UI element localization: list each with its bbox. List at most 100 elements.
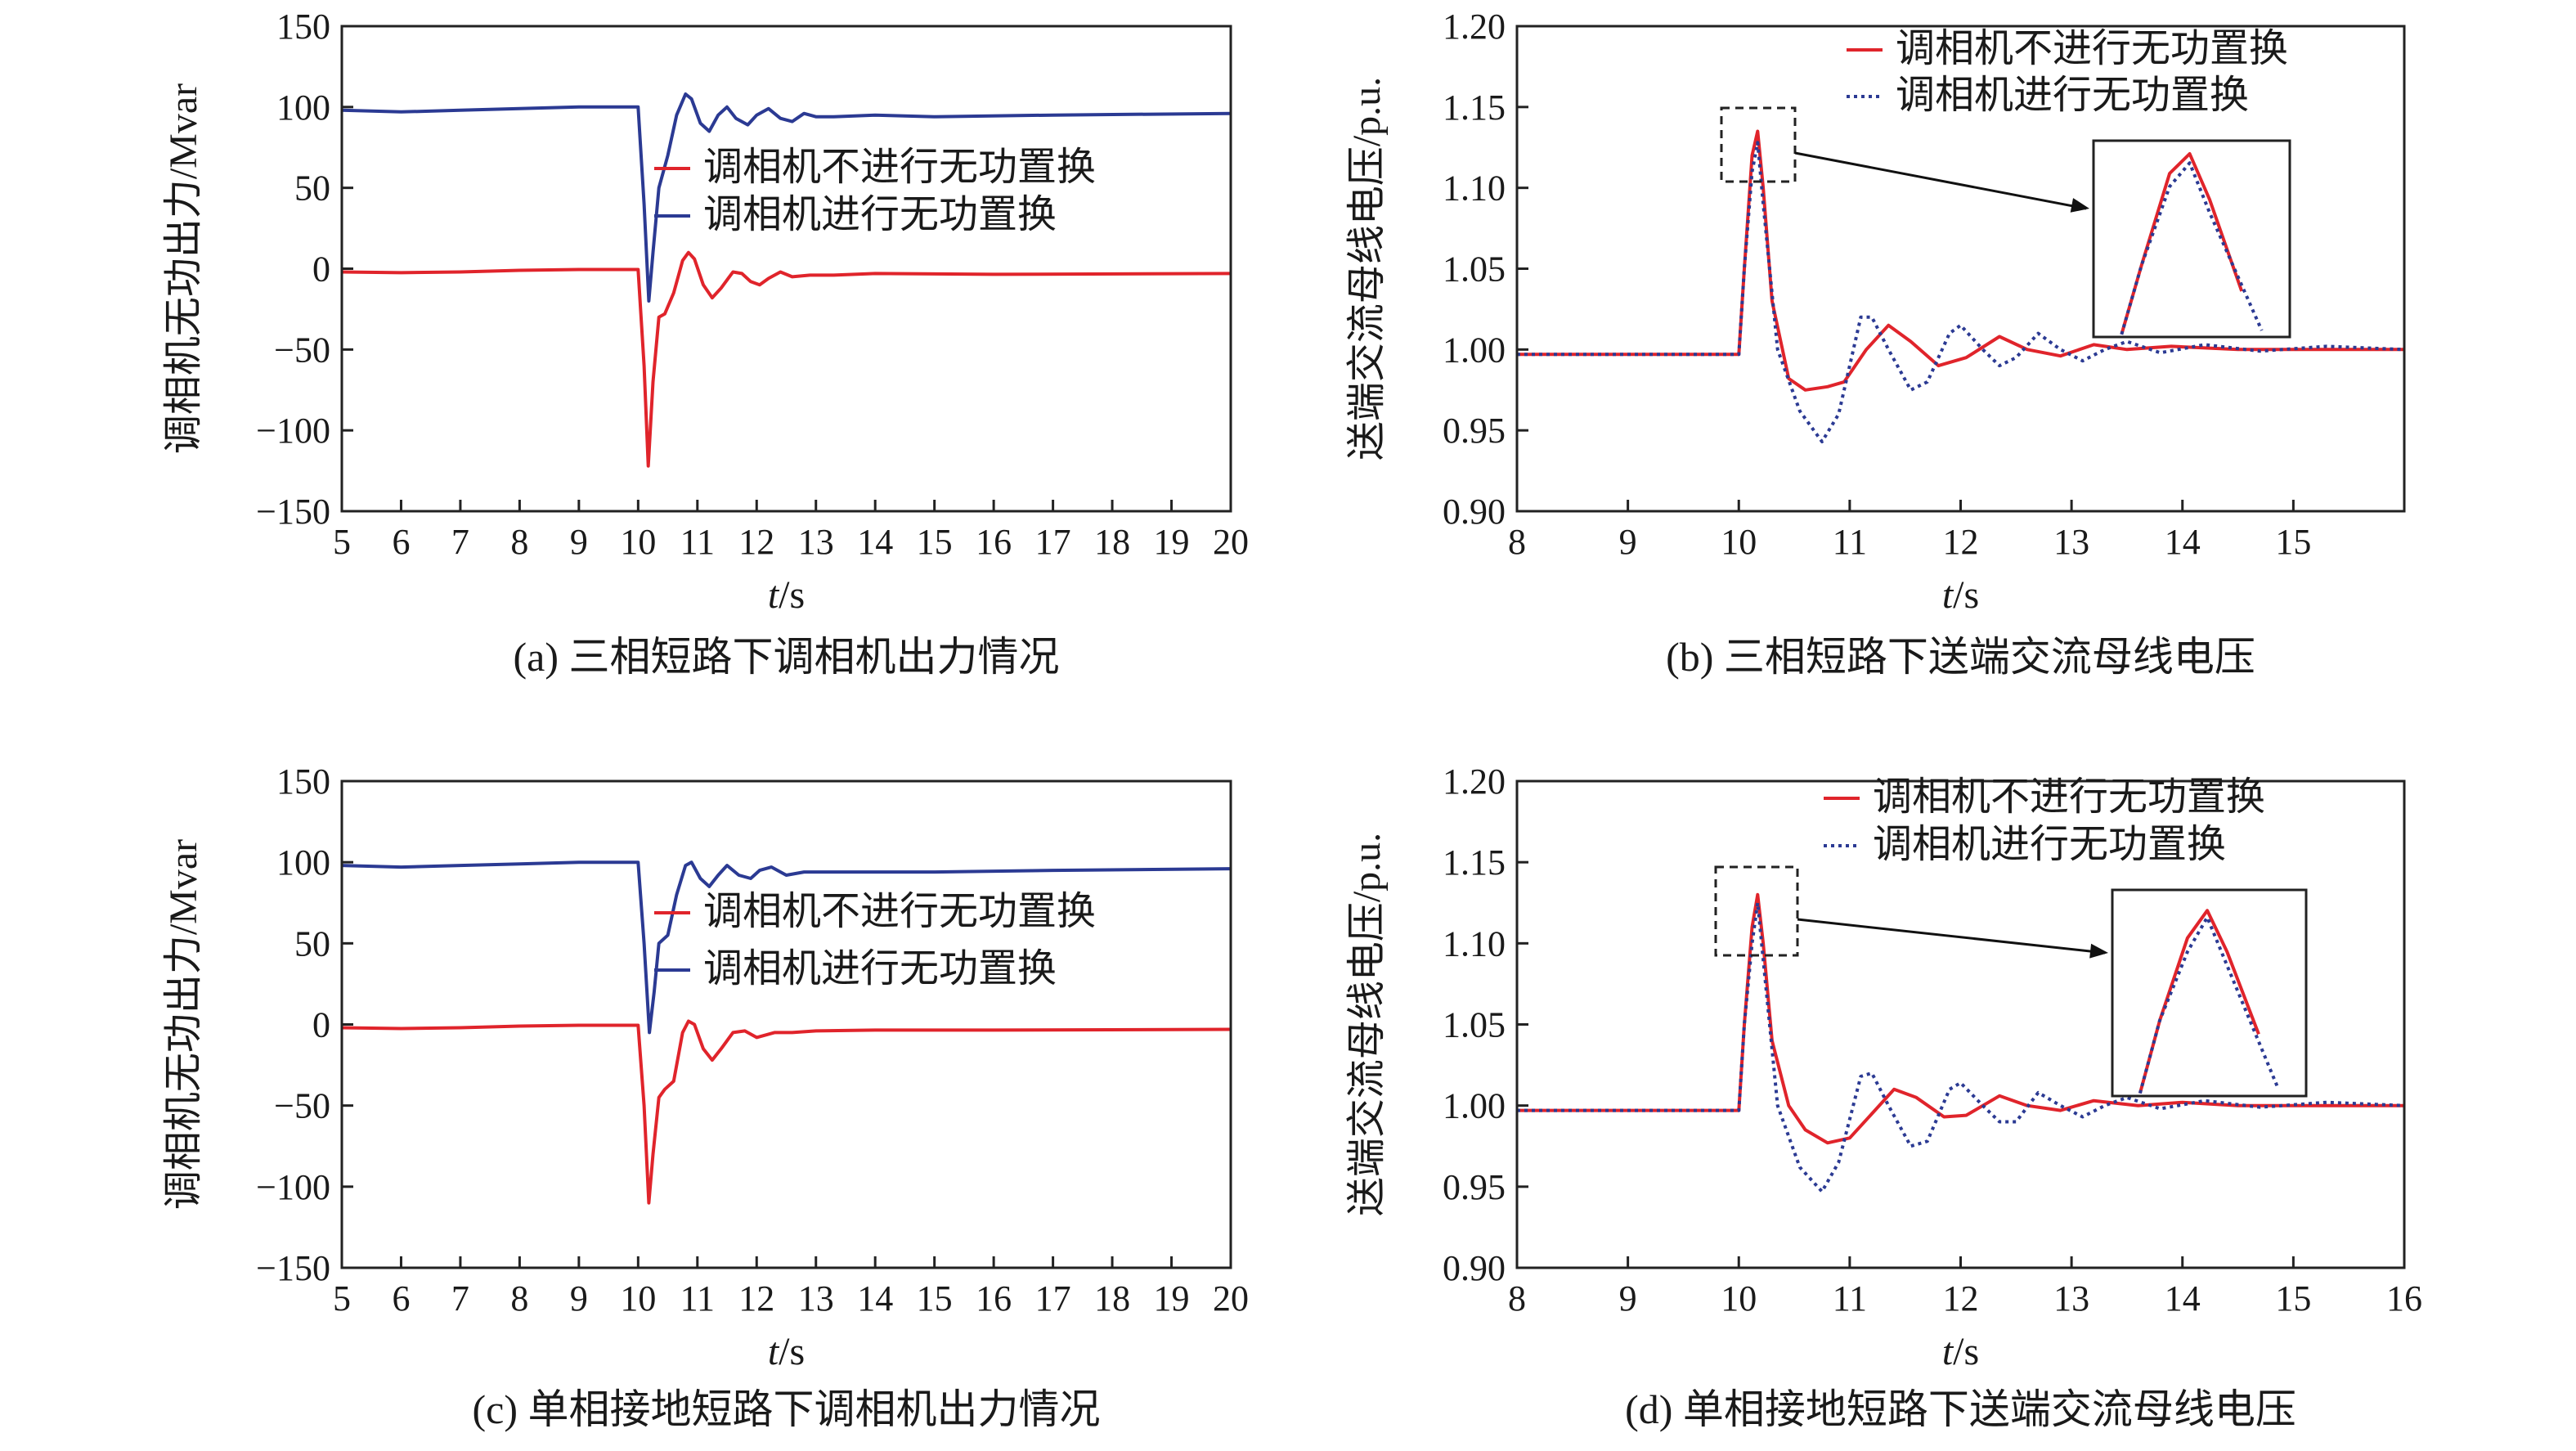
- panel-caption: (d) 单相接地短路下送端交流母线电压: [1625, 1386, 2296, 1432]
- zoom-inset: [2092, 139, 2291, 339]
- x-tick-label: 8: [510, 522, 528, 562]
- series-line-no-swap: [1517, 129, 2404, 392]
- legend-entry: 调相机进行无功置换: [703, 947, 1057, 991]
- x-tick-label: 11: [1833, 522, 1867, 562]
- y-tick-label: −100: [256, 1167, 330, 1207]
- series-line-swap: [1517, 901, 2404, 1193]
- series-line-no-swap: [342, 250, 1231, 468]
- plot-area: [342, 92, 1231, 468]
- y-tick-label: 1.15: [1443, 842, 1506, 883]
- x-tick-label: 17: [1035, 1278, 1071, 1318]
- zoom-box: [1714, 865, 1799, 957]
- x-axis-label: t/s: [1942, 1330, 1979, 1373]
- x-tick-label: 18: [1094, 522, 1130, 562]
- legend-entry: 调相机不进行无功置换: [1873, 775, 2265, 819]
- y-tick-label: −150: [256, 1248, 330, 1288]
- plot-area: [1517, 129, 2404, 443]
- x-tick-label: 13: [2053, 522, 2089, 562]
- x-tick-label: 17: [1035, 522, 1071, 562]
- x-tick-label: 18: [1094, 1278, 1130, 1318]
- plot-frame: [340, 779, 1232, 1269]
- x-tick-label: 6: [392, 1278, 410, 1318]
- y-tick-label: 1.05: [1443, 249, 1506, 290]
- y-axis-label: 调相机无功出力/Mvar: [162, 83, 205, 454]
- y-tick-label: 1.00: [1443, 330, 1506, 370]
- x-tick-label: 12: [738, 1278, 774, 1318]
- x-axis-label: t/s: [768, 573, 805, 617]
- chart-panel-c: 5 6 7 8 9 10 11 12 13 14 15 16 17 18 19 20 −150 −100 −50 0 5…: [162, 761, 1249, 1432]
- x-tick-label: 16: [976, 522, 1012, 562]
- y-tick-label: −150: [256, 492, 330, 532]
- zoom-arrow-head: [2089, 943, 2108, 959]
- x-tick-label: 19: [1154, 1278, 1190, 1318]
- zoom-inset-plot: [2120, 152, 2264, 335]
- x-tick-label: 10: [1721, 1278, 1757, 1318]
- legend-entry: 调相机不进行无功置换: [1896, 27, 2288, 70]
- zoom-inset-plot: [2138, 909, 2280, 1094]
- x-tick-label: 14: [2165, 522, 2201, 562]
- zoom-arrow-head: [2070, 198, 2089, 213]
- y-axis-label: 送端交流母线电压/p.u.: [1345, 77, 1389, 460]
- x-axis-label: t/s: [1942, 573, 1979, 617]
- chart-panel-a: 5 6 7 8 9 10 11 12 13 14 15 16 17 18 19 20 −150 −100 −50 0 5…: [162, 7, 1249, 680]
- legend-entry: 调相机不进行无功置换: [703, 146, 1096, 189]
- x-tick-label: 10: [1721, 522, 1757, 562]
- inset-series-line: [2138, 909, 2260, 1094]
- x-tick-label: 6: [392, 522, 410, 562]
- y-tick-label: 100: [276, 88, 330, 128]
- y-tick-label: 1.05: [1443, 1005, 1506, 1045]
- x-tick-label: 10: [620, 522, 656, 562]
- x-tick-label: 14: [2165, 1278, 2201, 1318]
- x-tick-label: 8: [1508, 1278, 1526, 1318]
- zoom-inset: [2111, 888, 2308, 1098]
- plot-area: [342, 860, 1231, 1205]
- x-tick-label: 9: [570, 522, 588, 562]
- legend-entry: 调相机进行无功置换: [1873, 823, 2226, 866]
- series-line-no-swap: [342, 1019, 1231, 1205]
- series-line-swap: [342, 860, 1231, 1035]
- plot-frame: [340, 25, 1232, 513]
- x-tick-label: 16: [2386, 1278, 2422, 1318]
- y-tick-label: −50: [274, 330, 330, 370]
- y-axis-label: 送端交流母线电压/p.u.: [1345, 833, 1389, 1216]
- y-axis-label: 调相机无功出力/Mvar: [162, 839, 205, 1210]
- legend-entry: 调相机进行无功置换: [1896, 74, 2249, 117]
- x-tick-label: 14: [857, 522, 893, 562]
- y-tick-label: 1.00: [1443, 1086, 1506, 1126]
- series-line-swap: [1517, 141, 2404, 443]
- x-tick-label: 15: [2275, 1278, 2311, 1318]
- y-tick-label: 150: [276, 761, 330, 802]
- x-tick-label: 15: [917, 522, 953, 562]
- legend-entry: 调相机不进行无功置换: [703, 890, 1096, 933]
- panel-caption: (b) 三相短路下送端交流母线电压: [1666, 634, 2255, 680]
- y-tick-label: 0: [312, 1005, 330, 1045]
- x-tick-label: 15: [917, 1278, 953, 1318]
- zoom-arrow-line: [1797, 918, 2106, 955]
- y-tick-label: 0.90: [1443, 1248, 1506, 1288]
- x-tick-label: 11: [680, 522, 715, 562]
- y-tick-label: 0.95: [1443, 1167, 1506, 1207]
- y-tick-label: 1.10: [1443, 923, 1506, 964]
- x-tick-label: 12: [738, 522, 774, 562]
- series-line-no-swap: [1517, 892, 2404, 1145]
- y-tick-label: 0.95: [1443, 411, 1506, 451]
- x-tick-label: 5: [333, 522, 351, 562]
- plot-area: [1517, 892, 2404, 1193]
- x-tick-label: 9: [570, 1278, 588, 1318]
- y-tick-label: −50: [274, 1086, 330, 1126]
- x-tick-label: 20: [1213, 522, 1249, 562]
- x-axis-label: t/s: [768, 1330, 805, 1373]
- x-tick-label: 12: [1943, 522, 1979, 562]
- x-tick-label: 13: [798, 522, 834, 562]
- x-tick-label: 8: [1508, 522, 1526, 562]
- x-tick-label: 7: [451, 522, 469, 562]
- series-line-swap: [342, 92, 1231, 303]
- x-tick-label: 13: [798, 1278, 834, 1318]
- x-tick-label: 8: [510, 1278, 528, 1318]
- zoom-box: [1720, 106, 1797, 183]
- y-tick-label: 0: [312, 249, 330, 290]
- y-tick-label: 1.20: [1443, 7, 1506, 47]
- x-tick-label: 16: [976, 1278, 1012, 1318]
- x-tick-label: 15: [2275, 522, 2311, 562]
- x-tick-label: 11: [1833, 1278, 1867, 1318]
